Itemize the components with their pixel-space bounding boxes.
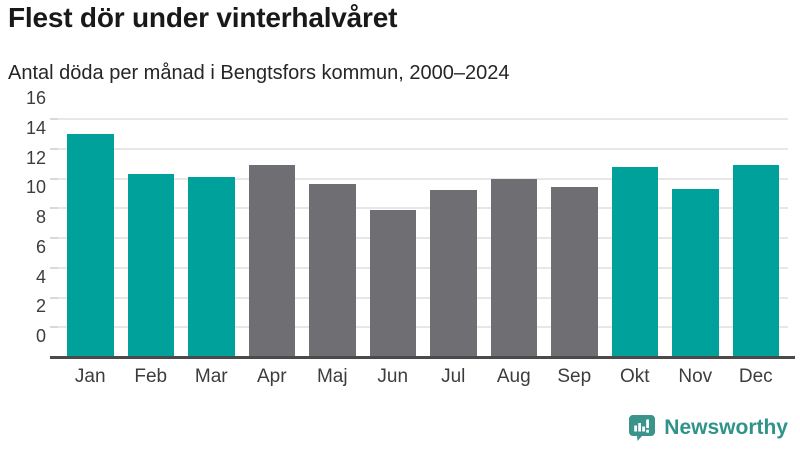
y-axis-label-6: 6 [35,236,46,257]
chart-title: Flest dör under vinterhalvåret [8,2,398,33]
y-tick-4 [50,296,58,299]
gridline-y16 [58,118,788,120]
x-axis-label-nov: Nov [678,366,713,387]
y-tick-12 [50,177,58,180]
y-tick-14 [50,147,58,150]
y-axis-label-14: 14 [25,117,46,138]
bar-okt [611,166,658,357]
bar-mar [188,177,235,357]
y-axis-label-2: 2 [35,296,46,317]
x-axis-label-mar: Mar [194,366,228,387]
x-axis-labels: Jan Feb Mar Apr Maj Jun Jul Aug Sep Okt Nov Dec [58,366,788,388]
bar-jun [369,209,416,357]
newsworthy-bubble-chart-icon [629,415,656,441]
bar-jan [67,133,114,357]
y-tick-16 [50,118,58,120]
bar-maj [309,184,356,357]
y-tick-2 [50,326,58,329]
bars-layer [58,119,788,357]
y-axis-label-8: 8 [35,207,46,227]
gridline-y4 [58,296,788,299]
y-tick-6 [50,266,58,269]
y-axis-label-16: 16 [25,88,46,108]
gridline-y14 [58,147,788,150]
x-axis-label-jul: Jul [441,366,466,387]
y-axis-label-12: 12 [25,147,46,168]
y-axis-label-10: 10 [25,177,46,198]
bar-apr [248,165,295,357]
bar-aug [490,178,537,357]
x-axis-label-maj: Maj [316,366,348,387]
x-axis-label-jun: Jun [377,366,409,387]
y-axis-label-0: 0 [35,326,46,346]
gridline-y8 [58,237,788,239]
bar-dec [732,165,779,357]
x-axis-label-apr: Apr [256,366,287,387]
x-axis-label-feb: Feb [134,366,168,387]
gridline-y2 [58,326,788,329]
bar-sep [551,187,598,357]
x-axis-label-sep: Sep [557,366,592,387]
x-axis-label-jan: Jan [74,366,106,387]
gridline-y12 [58,177,788,180]
x-axis-line [50,356,795,359]
newsworthy-logo: Newsworthy [628,414,788,442]
bar-feb [127,174,174,357]
y-axis-label-4: 4 [35,266,46,287]
chart-subtitle: Antal döda per månad i Bengtsfors kommun… [8,62,510,84]
gridline-y6 [58,266,788,269]
bar-jul [430,190,477,357]
x-axis-label-dec: Dec [738,366,773,387]
y-tick-10 [50,207,58,210]
x-axis-label-aug: Aug [496,366,531,387]
bar-nov [672,188,719,357]
x-axis-label-okt: Okt [619,366,650,387]
newsworthy-wordmark: Newsworthy [664,416,788,439]
y-tick-8 [50,237,58,239]
gridline-y10 [58,207,788,210]
plot-area: 0 2 4 6 8 10 12 14 16 [26,88,788,358]
